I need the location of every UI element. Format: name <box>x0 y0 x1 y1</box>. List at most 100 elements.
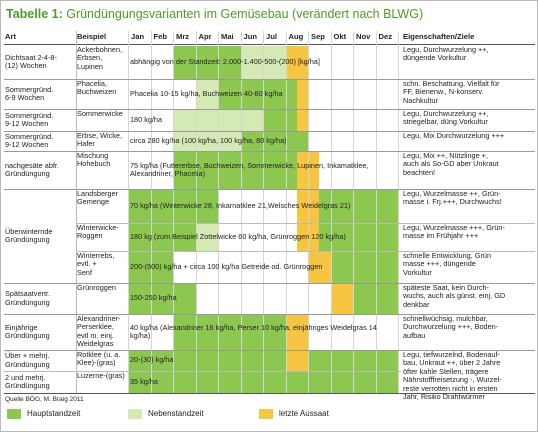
menge-cell: circa 280 kg/ha (100 kg/ha, 100 kg/ha, 8… <box>130 135 287 145</box>
row-rule <box>76 223 401 224</box>
legend-label: letzte Aussaat <box>279 409 329 418</box>
header-cell: Mai <box>221 32 234 41</box>
art-cell: Dichtsaat 2-4-8- (12) Wochen <box>5 52 57 70</box>
period-bar <box>319 224 398 251</box>
period-bar <box>173 132 241 151</box>
header-cell: Jan <box>131 32 145 41</box>
menge-cell: Phacelia 10-15 kg/ha, Buchweizen 40-80 k… <box>130 88 283 98</box>
row-rule <box>4 314 535 315</box>
period-bar <box>173 46 241 79</box>
eigenschaften-cell: späteste Saat, kein Durch- wuchs, auch a… <box>403 283 506 309</box>
month-line <box>150 31 152 393</box>
art-cell: Sommergründ. 9-12 Wochen <box>5 110 54 128</box>
beispiel-cell: Erbse, Wicke, Hafer <box>77 131 123 149</box>
period-bar <box>240 132 308 151</box>
period-bar <box>195 80 218 109</box>
eigenschaften-cell: Legu, Durchwurzelung ++, düngende Vorkul… <box>403 45 489 63</box>
header-cell: Eigenschaften/Ziele <box>403 32 475 41</box>
row-rule <box>4 131 535 132</box>
beispiel-cell: Phacelia, Buchweizen <box>77 79 117 97</box>
menge-cell: 150-250 kg/ha <box>130 293 177 303</box>
art-cell: Sommergründ. 6-9 Wochen <box>5 84 54 102</box>
eigenschaften-cell: Legu, Wurzelmasse +++, Grün- masse im Fr… <box>403 223 505 241</box>
legend-label: Nebenstandzeit <box>148 409 204 418</box>
month-line <box>195 31 197 393</box>
art-cell: Über + mehrj. Gründüngung <box>5 351 50 369</box>
header-cell: Jun <box>243 32 258 41</box>
menge-cell: 75 kg/ha (Futtererbse, Buchweizen, Somme… <box>130 160 369 178</box>
period-bar <box>195 224 218 251</box>
month-line <box>218 31 219 393</box>
menge-cell: abhängig von der Standzeit: 2.000-1.400-… <box>130 56 320 66</box>
menge-cell: 180 kg (zum Beispiel Zottelwicke 60 kg/h… <box>130 231 346 241</box>
col-line <box>76 31 77 393</box>
art-cell: nachgesäte abfr. Gründüngung <box>5 160 59 178</box>
header-cell: Mrz <box>176 32 190 41</box>
period-bar <box>308 252 331 283</box>
month-line <box>285 31 287 393</box>
title-label: Tabelle 1: <box>6 7 63 21</box>
period-bar <box>285 315 308 350</box>
month-line <box>173 31 174 393</box>
month-line <box>353 31 354 393</box>
source: Quelle BÖG, M. Braig 2011 <box>5 396 84 403</box>
row-rule <box>4 393 535 394</box>
legend-label: Hauptstandzeit <box>27 409 81 418</box>
header-cell: Beispiel <box>77 32 107 41</box>
beispiel-cell: Rotklee (u. a. Klee)-(gras) <box>77 350 121 368</box>
period-bar <box>128 224 196 251</box>
eigenschaften-cell: Legu, Mix ++, Nützlinge +, auch als So-G… <box>403 151 499 177</box>
beispiel-cell: Luzerne-(gras) <box>77 371 125 380</box>
period-bar <box>330 252 398 283</box>
row-rule <box>4 79 535 80</box>
beispiel-cell: Winterrebs, evtl. + Senf <box>77 251 115 277</box>
header-cell: Okt <box>333 32 347 41</box>
eigenschaften-cell: schnellwüchsig, mulchbar, Durchwurzelung… <box>403 314 499 340</box>
beispiel-cell: Alexandriner- Perserklee, evtl m. einj. … <box>77 314 121 349</box>
month-line <box>375 31 377 393</box>
row-rule <box>4 283 535 284</box>
header-cell: Aug <box>288 32 304 41</box>
beispiel-cell: Winterwicke- Roggen <box>77 223 119 241</box>
period-bar <box>319 190 398 223</box>
month-line <box>263 31 264 393</box>
period-bar <box>296 80 308 109</box>
header-cell: Feb <box>153 32 168 41</box>
legend-swatch <box>259 409 273 419</box>
period-bar <box>218 80 297 109</box>
legend-swatch <box>128 409 142 419</box>
row-rule <box>76 251 401 252</box>
month-line <box>398 31 399 393</box>
header-cell: Apr <box>198 32 212 41</box>
menge-cell: 20-(30) kg/ha <box>130 355 174 365</box>
legend-swatch <box>7 409 21 419</box>
beispiel-cell: Ackerbohnen, Erbsen, Lupinen <box>77 45 123 71</box>
row-rule <box>4 371 401 372</box>
title: Tabelle 1: Gründüngungsvarianten im Gemü… <box>6 6 423 22</box>
period-bar <box>285 46 308 79</box>
month-line <box>128 31 129 393</box>
menge-cell: 35 kg/ha <box>130 376 158 386</box>
beispiel-cell: Grünroggen <box>77 283 116 292</box>
month-line <box>330 31 332 393</box>
row-rule <box>4 151 535 152</box>
period-bar <box>330 284 353 314</box>
beispiel-cell: Sommerwicke <box>77 109 123 118</box>
eigenschaften-cell: schnelle Entwicklung, Grün masse +++, dü… <box>403 251 492 277</box>
eigenschaften-cell: Legu, Durchwurzelung ++, striegelbar, dü… <box>403 109 489 127</box>
header-cell: Dez <box>378 32 393 41</box>
beispiel-cell: Landsberger Gemenge <box>77 189 118 207</box>
header-cell: Art <box>5 32 16 41</box>
menge-cell: 70 kg/ha (Winterwicke 28, Inkarnatklee 2… <box>130 200 351 210</box>
period-bar <box>296 110 308 131</box>
eigenschaften-cell: Legu, tiefwurzelnd, Bodenauf- bau, Unkra… <box>403 350 502 402</box>
header-cell: Nov <box>356 32 371 41</box>
period-bar <box>285 351 308 371</box>
header-cell: Sep <box>311 32 325 41</box>
beispiel-cell: Mischung Hohebuch <box>77 151 111 169</box>
art-cell: Sommergründ. 9-12 Wochen <box>5 131 54 149</box>
title-text: Gründüngungsvarianten im Gemüsebau (verä… <box>66 7 424 21</box>
eigenschaften-cell: Legu, Mix Durchwurzelung +++ <box>403 131 505 140</box>
eigenschaften-cell: Legu, Wurzelmasse ++, Grün- masse i. Frj… <box>403 189 502 207</box>
